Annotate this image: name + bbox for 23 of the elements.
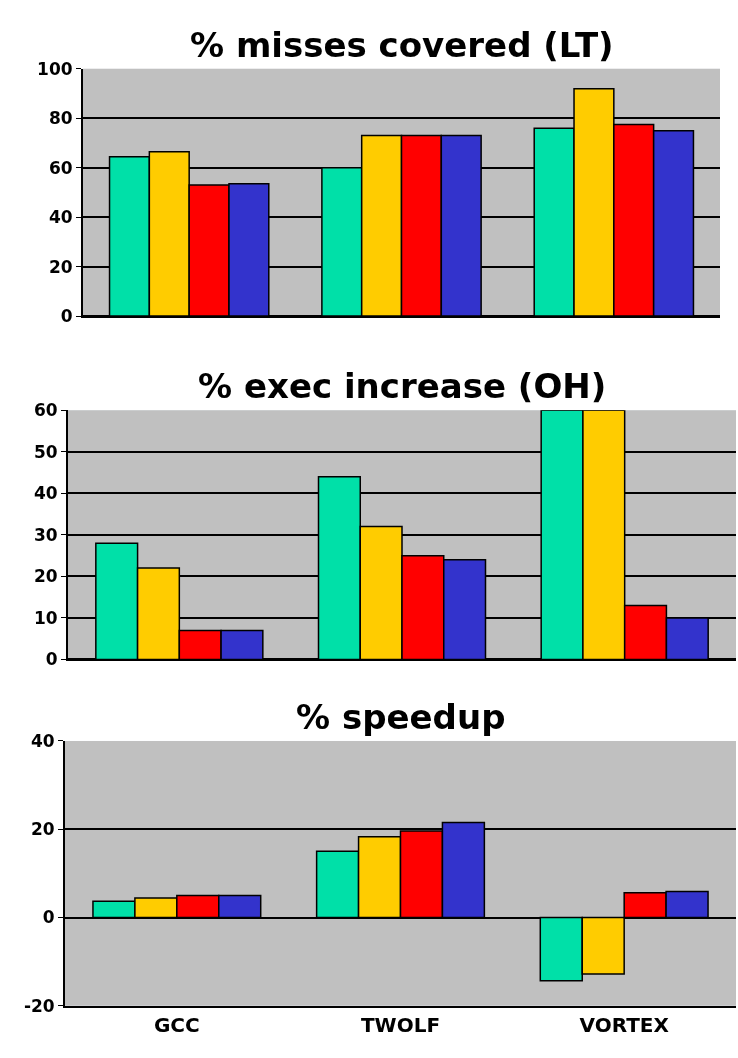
y-tick-label: -20 bbox=[23, 995, 55, 1016]
y-tick-label: 60 bbox=[33, 400, 58, 421]
y-tick-label: 40 bbox=[33, 483, 58, 504]
y-tick-label: 100 bbox=[37, 58, 73, 79]
y-tick-label: 0 bbox=[45, 649, 58, 670]
y-tick-label: 20 bbox=[48, 256, 73, 277]
y-tick-label: 30 bbox=[33, 524, 58, 545]
y-tick-label: 60 bbox=[48, 157, 73, 178]
x-tick-label: VORTEX bbox=[579, 1012, 670, 1037]
y-tick-label: 0 bbox=[42, 907, 55, 928]
y-tick-label: 40 bbox=[48, 207, 73, 228]
y-tick-label: 40 bbox=[30, 730, 55, 751]
y-tick-label: 0 bbox=[60, 306, 73, 327]
y-tick-label: 10 bbox=[33, 607, 58, 628]
y-tick-label: 80 bbox=[48, 108, 73, 129]
chart-title: % misses covered (LT) bbox=[190, 25, 614, 65]
y-tick-label: 20 bbox=[30, 819, 55, 840]
chart-title: % exec increase (OH) bbox=[198, 366, 607, 406]
x-tick-label: TWOLF bbox=[360, 1012, 441, 1037]
y-tick-label: 50 bbox=[33, 441, 58, 462]
x-tick-label: GCC bbox=[153, 1012, 200, 1037]
chart-title: % speedup bbox=[296, 697, 506, 737]
y-tick-label: 20 bbox=[33, 566, 58, 587]
